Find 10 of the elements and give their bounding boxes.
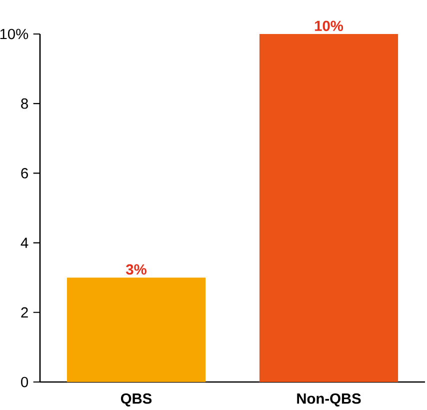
y-tick-label: 2 <box>21 307 28 318</box>
y-tick-label: 8 <box>21 98 28 109</box>
y-tick-label: 10% <box>0 28 28 40</box>
y-tick-label: 6 <box>21 168 28 178</box>
x-tick-label: Non-QBS <box>297 393 361 407</box>
data-label: 3% <box>126 264 146 275</box>
data-label: 10% <box>315 20 344 32</box>
y-tick-label: 0 <box>21 376 28 388</box>
x-tick-label: QBS <box>120 393 152 407</box>
y-tick-label: 4 <box>20 238 28 248</box>
